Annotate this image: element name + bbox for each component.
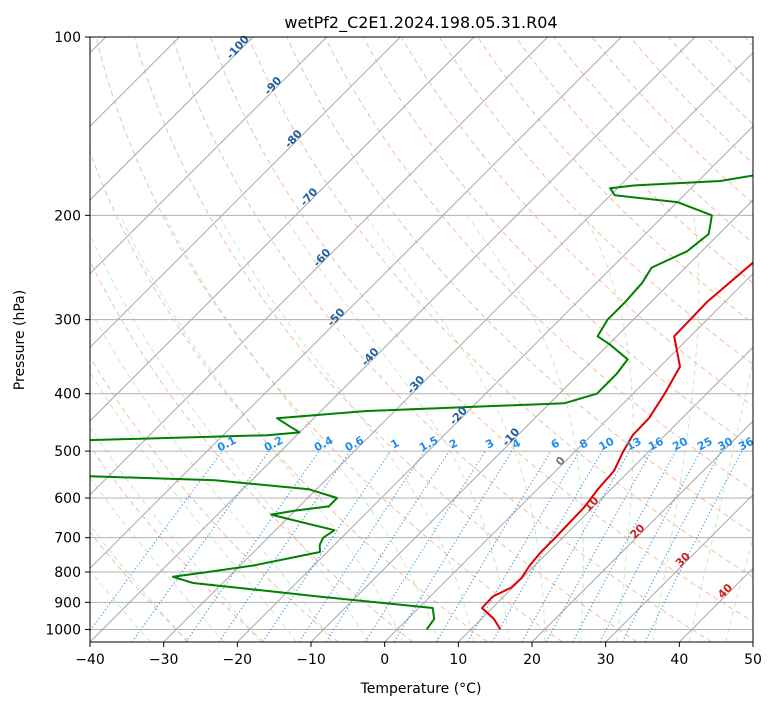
y-tick-label: 200 [54,208,81,224]
isotherm-line [457,346,753,642]
mixing-ratio-label: 10 [597,435,617,454]
moist-adiabat-line [283,215,510,642]
moist-adiabat-line [90,569,151,642]
y-tick-label: 500 [54,444,81,460]
dry-adiabat-line [90,531,190,642]
isotherm-line [605,493,753,642]
mixing-ratio-label: 13 [624,435,644,454]
mixing-ratio-line [491,450,603,642]
isotherm-line [90,37,328,275]
x-tick-label: 20 [523,652,541,668]
x-tick-label: −10 [296,652,326,668]
mixing-ratio-line [644,450,743,642]
dry-adiabat-line [133,37,638,642]
series-layer [90,174,753,630]
x-tick-label: 30 [597,652,615,668]
moist-adiabat-line [90,524,188,642]
moist-adiabat-line [218,215,475,642]
x-tick-label: 50 [744,652,762,668]
mixing-ratio-label: 20 [670,435,690,454]
tick-layer: −40 −30 −20 −10 0 10 20 30 40 50 1000 900 800 700 600 5… [45,30,762,668]
mixing-ratio-line [621,450,722,642]
moist-adiabat-line [688,358,753,642]
isotherm-line [236,125,753,642]
dry-adiabat-line [90,445,264,642]
isotherm-line [90,37,549,496]
dry-adiabat-line [438,37,753,366]
temperature-profile-line [481,261,753,630]
isotherm-line [90,37,401,349]
moist-adiabat-line [90,232,369,642]
moist-adiabat-line [90,426,261,642]
moist-adiabat-line [90,370,297,642]
y-tick-label: 400 [54,387,81,403]
moist-adiabat-line [90,308,333,642]
isotherm-line [531,420,753,642]
x-axis-label: Temperature (°C) [360,681,482,697]
x-tick-label: 40 [670,652,688,668]
mixing-ratio-label: 25 [695,435,715,454]
y-tick-label: 700 [54,531,81,547]
dry-adiabat-line [400,37,753,407]
moist-adiabat-line [90,476,225,642]
grid-layer [90,37,753,642]
isotherm-line [163,51,753,642]
moist-adiabat-line [725,536,753,642]
moist-adiabat-line [364,215,546,642]
x-tick-label: 0 [380,652,389,668]
isotherm-line [90,37,696,642]
isotherm-line [90,37,475,422]
y-tick-label: 100 [54,30,81,46]
mixing-ratio-line [466,450,580,642]
plot-frame [89,36,754,643]
isotherm-line [310,199,753,642]
mixing-ratio-label: 36 [736,435,756,454]
chart-title: wetPf2_C2E1.2024.198.05.31.R04 [284,13,557,33]
x-tick-label: 10 [449,652,467,668]
dewpoint-profile-line [90,174,753,630]
y-tick-label: 300 [54,313,81,329]
x-tick-label: −40 [75,652,105,668]
dry-adiabat-line [248,37,753,578]
dry-adiabat-line [210,37,753,623]
mixing-ratio-line [262,450,392,642]
dry-adiabat-line [171,37,712,642]
y-axis-label: Pressure (hPa) [12,290,28,390]
y-tick-label: 1000 [45,622,81,638]
moist-adiabat-line [120,215,404,642]
moist-adiabat-line [583,215,634,642]
mixing-ratio-line [131,450,270,642]
dry-adiabat-line [515,37,753,284]
x-tick-label: −30 [149,652,179,668]
isotherm-line [90,37,622,570]
y-tick-label: 800 [54,565,81,581]
mixing-ratio-line [90,450,223,632]
x-tick-label: −20 [223,652,253,668]
y-tick-label: 600 [54,491,81,507]
mixing-ratio-line [435,450,552,642]
isotherm-line [90,37,254,201]
dry-adiabat-line [95,37,563,642]
mixing-ratio-label: 30 [716,435,736,454]
dry-adiabat-line [90,150,488,642]
mixing-ratio-line [218,450,351,642]
moist-adiabat-line [652,215,700,642]
mixing-ratio-line [393,450,513,642]
mixing-ratio-line [599,450,702,642]
y-tick-label: 900 [54,595,81,611]
mixing-ratio-label: 16 [646,435,666,454]
isotherm-line [384,272,753,642]
